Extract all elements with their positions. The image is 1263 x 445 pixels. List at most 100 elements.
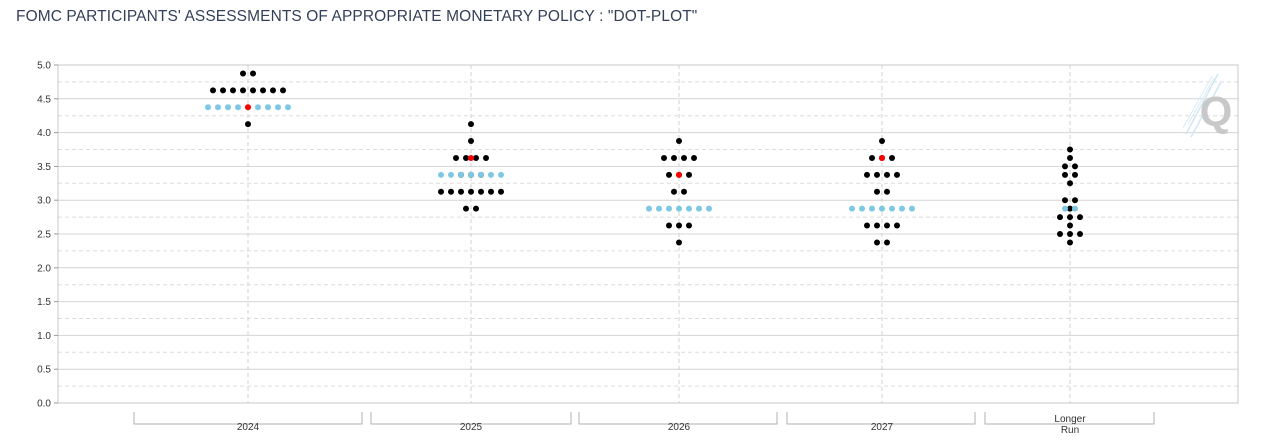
dot-mark bbox=[220, 87, 226, 94]
axes bbox=[54, 64, 1239, 425]
dot-mark bbox=[894, 222, 900, 229]
dot-mark bbox=[661, 154, 667, 161]
q-logo-icon: Q bbox=[1182, 73, 1233, 138]
watermark-letter: Q bbox=[1200, 88, 1233, 135]
dot-mark bbox=[666, 205, 672, 212]
dots bbox=[205, 70, 1083, 246]
y-tick-label: 4.0 bbox=[37, 128, 51, 139]
dot-mark bbox=[1077, 231, 1083, 237]
y-tick-label: 0.0 bbox=[37, 399, 51, 410]
x-category-label: Longer Run bbox=[1054, 414, 1086, 436]
dot-mark bbox=[879, 138, 885, 145]
dot-mark bbox=[1057, 231, 1063, 237]
dot-mark bbox=[1067, 180, 1073, 187]
dot-mark bbox=[671, 154, 677, 161]
dot-mark bbox=[453, 154, 459, 161]
dot-mark bbox=[210, 87, 216, 94]
dot-mark bbox=[909, 205, 915, 212]
dot-mark bbox=[874, 222, 880, 229]
dot-mark bbox=[285, 104, 291, 111]
x-category-labels: 2024 2025 2026 2027 Longer Run bbox=[237, 414, 1086, 436]
dot-mark bbox=[894, 171, 900, 178]
dot-mark bbox=[250, 70, 256, 77]
dot-mark bbox=[468, 188, 474, 195]
dot-mark bbox=[463, 205, 469, 212]
dot-mark bbox=[468, 171, 474, 178]
dot-mark bbox=[676, 222, 682, 229]
y-tick-label: 5.0 bbox=[37, 61, 51, 72]
dot-mark bbox=[676, 239, 682, 246]
dot-mark bbox=[488, 188, 494, 195]
dot-mark bbox=[483, 154, 489, 161]
dot-mark bbox=[889, 154, 895, 161]
x-category-label: 2027 bbox=[871, 422, 894, 433]
dot-mark bbox=[245, 104, 251, 111]
dot-mark bbox=[874, 188, 880, 195]
dot-mark bbox=[1062, 197, 1068, 204]
dot-mark bbox=[255, 104, 261, 111]
dot-mark bbox=[849, 205, 855, 212]
dot-mark bbox=[225, 104, 231, 111]
y-tick-label: 4.5 bbox=[37, 94, 51, 105]
dot-mark bbox=[681, 154, 687, 161]
dot-mark bbox=[686, 205, 692, 212]
dot-mark bbox=[884, 171, 890, 178]
y-tick-label: 1.0 bbox=[37, 331, 51, 342]
y-tick-label: 2.5 bbox=[37, 230, 51, 241]
dot-mark bbox=[1072, 205, 1078, 212]
dot-mark bbox=[468, 154, 474, 161]
dot-mark bbox=[899, 205, 905, 212]
dot-mark bbox=[884, 222, 890, 229]
dot-mark bbox=[884, 188, 890, 195]
dot-mark bbox=[1072, 163, 1078, 170]
y-tick-label: 1.5 bbox=[37, 297, 51, 308]
x-category-label: 2025 bbox=[460, 422, 483, 433]
dot-mark bbox=[656, 205, 662, 212]
dot-mark bbox=[205, 104, 211, 111]
dot-mark bbox=[438, 188, 444, 195]
dot-mark bbox=[676, 171, 682, 178]
dot-mark bbox=[696, 205, 702, 212]
dot-mark bbox=[691, 154, 697, 161]
dot-mark bbox=[1072, 197, 1078, 204]
dot-mark bbox=[874, 239, 880, 246]
dot-mark bbox=[666, 171, 672, 178]
dot-mark bbox=[1067, 205, 1073, 212]
dot-mark bbox=[1067, 146, 1073, 153]
dot-mark bbox=[1062, 163, 1068, 170]
dot-mark bbox=[468, 138, 474, 145]
dot-mark bbox=[859, 205, 865, 212]
x-category-label-line: Run bbox=[1061, 425, 1079, 436]
dot-mark bbox=[215, 104, 221, 111]
y-tick-label: 3.5 bbox=[37, 162, 51, 173]
dot-mark bbox=[889, 205, 895, 212]
dot-mark bbox=[1067, 214, 1073, 221]
dot-mark bbox=[235, 104, 241, 111]
dot-mark bbox=[1072, 171, 1078, 178]
dot-mark bbox=[646, 205, 652, 212]
dot-mark bbox=[676, 138, 682, 145]
dot-mark bbox=[884, 239, 890, 246]
dot-mark bbox=[706, 205, 712, 212]
dot-mark bbox=[864, 222, 870, 229]
dot-mark bbox=[250, 87, 256, 94]
y-tick-label: 2.0 bbox=[37, 263, 51, 274]
dot-mark bbox=[458, 171, 464, 178]
dot-mark bbox=[879, 205, 885, 212]
dot-mark bbox=[260, 87, 266, 94]
chart-title: FOMC PARTICIPANTS' ASSESSMENTS OF APPROP… bbox=[16, 8, 698, 25]
dot-mark bbox=[265, 104, 271, 111]
y-tick-labels: 0.0 0.5 1.0 1.5 2.0 2.5 3.0 3.5 4.0 4.5 5.0 bbox=[37, 61, 51, 410]
dot-mark bbox=[864, 171, 870, 178]
dot-mark bbox=[879, 154, 885, 161]
category-bracket bbox=[786, 412, 976, 425]
x-category-label: 2024 bbox=[237, 422, 260, 433]
dot-mark bbox=[1062, 171, 1068, 178]
dot-mark bbox=[869, 205, 875, 212]
dot-mark bbox=[463, 154, 469, 161]
dot-mark bbox=[666, 222, 672, 229]
dot-mark bbox=[280, 87, 286, 94]
dot-mark bbox=[1067, 154, 1073, 161]
dot-mark bbox=[473, 154, 479, 161]
